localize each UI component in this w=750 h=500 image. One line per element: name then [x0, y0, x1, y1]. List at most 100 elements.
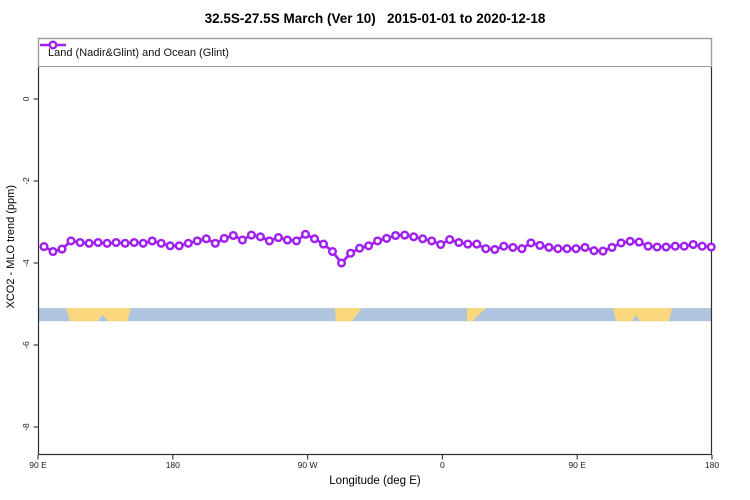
legend: Land (Nadir&Glint) and Ocean (Glint): [38, 38, 712, 67]
data-point-marker: [526, 238, 536, 248]
data-point-marker: [346, 248, 356, 258]
data-point-marker: [156, 238, 166, 248]
data-point-marker: [282, 235, 292, 245]
data-point-marker: [472, 239, 482, 249]
data-point-marker: [291, 236, 302, 246]
data-point-marker: [517, 244, 527, 254]
data-point-marker: [535, 240, 545, 250]
data-point-marker: [436, 239, 446, 250]
data-point-marker: [327, 246, 338, 257]
data-point-marker: [129, 237, 139, 248]
data-point-marker: [562, 244, 572, 254]
legend-series-label: Land (Nadir&Glint) and Ocean (Glint): [48, 46, 229, 59]
data-point-marker: [409, 232, 419, 242]
data-point-marker: [355, 243, 365, 253]
data-point-marker: [102, 238, 112, 248]
data-point-marker: [589, 246, 599, 256]
data-point-marker: [364, 241, 374, 251]
data-point-marker: [508, 242, 518, 252]
data-point-marker: [255, 232, 265, 242]
data-point-marker: [607, 242, 617, 252]
data-point-marker: [373, 236, 383, 246]
data-point-marker: [634, 237, 644, 247]
data-point-marker: [499, 241, 509, 251]
data-point-marker: [490, 244, 500, 255]
data-point-marker: [382, 233, 392, 243]
land-patch: [467, 308, 486, 322]
data-point-marker: [544, 242, 554, 252]
data-point-marker: [138, 238, 148, 248]
data-point-marker: [147, 236, 157, 246]
data-point-marker: [183, 238, 193, 248]
data-point-marker: [165, 241, 175, 251]
data-point-marker: [616, 238, 626, 248]
data-point-marker: [391, 230, 401, 241]
data-point-marker: [192, 236, 202, 246]
data-point-marker: [120, 238, 130, 248]
y-axis-title-wrap: XCO2 - MLO trend (ppm): [2, 38, 20, 455]
data-point-marker: [688, 239, 698, 250]
data-point-marker: [309, 234, 320, 244]
data-point-marker: [625, 236, 635, 246]
data-point-marker: [219, 233, 229, 243]
data-point-marker: [201, 234, 211, 244]
data-point-marker: [670, 241, 680, 251]
data-point-marker: [697, 241, 707, 251]
data-point-marker: [679, 241, 689, 251]
data-point-marker: [264, 236, 274, 246]
ocean-band: [38, 308, 712, 322]
data-point-marker: [246, 230, 256, 240]
data-point-marker: [643, 241, 653, 251]
y-axis-title: XCO2 - MLO trend (ppm): [5, 184, 17, 309]
data-point-marker: [571, 244, 581, 254]
data-point-marker: [228, 230, 238, 241]
x-tick-label: 90 E: [568, 460, 586, 470]
land-patch: [66, 308, 131, 322]
data-point-marker: [57, 244, 67, 254]
data-point-marker: [39, 242, 49, 252]
legend-series-marker-icon: [40, 40, 66, 50]
y-tick-label: -2: [21, 177, 31, 185]
data-point-marker: [400, 230, 410, 240]
data-point-marker: [652, 242, 662, 252]
x-tick-label: 180: [166, 460, 180, 470]
land-patch: [335, 308, 362, 322]
data-point-marker: [336, 258, 347, 268]
data-point-marker: [300, 229, 311, 239]
x-tick-label: 90 W: [298, 460, 318, 470]
data-point-marker: [598, 246, 608, 256]
land-patch: [613, 308, 672, 322]
data-point-marker: [174, 241, 184, 251]
data-point-marker: [463, 239, 473, 249]
x-tick-label: 0: [440, 460, 445, 470]
data-point-marker: [48, 246, 58, 257]
data-point-marker: [481, 244, 491, 254]
data-point-marker: [318, 239, 329, 249]
data-point-marker: [93, 237, 103, 248]
data-point-marker: [580, 242, 590, 252]
x-tick-label: 90 E: [29, 460, 47, 470]
data-point-marker: [210, 238, 220, 248]
data-point-marker: [706, 242, 716, 252]
data-point-marker: [553, 244, 563, 254]
data-point-marker: [111, 237, 121, 248]
data-point-marker: [661, 242, 671, 252]
chart-title: 32.5S-27.5S March (Ver 10) 2015-01-01 to…: [204, 11, 546, 26]
data-point-marker: [75, 237, 85, 248]
data-point-marker: [273, 233, 283, 243]
data-point-marker: [84, 238, 94, 248]
data-point-marker: [427, 236, 437, 246]
data-point-marker: [454, 237, 464, 248]
data-point-marker: [66, 236, 76, 246]
data-point-marker: [237, 235, 247, 245]
y-tick-label: -8: [21, 423, 31, 431]
y-tick-label: -6: [21, 341, 31, 349]
data-point-marker: [418, 234, 428, 244]
x-axis-title: Longitude (deg E): [329, 475, 421, 487]
x-tick-label: 180: [705, 460, 719, 470]
y-tick-label: 0: [21, 96, 31, 101]
data-point-marker: [445, 235, 455, 245]
y-tick-label: -4: [21, 259, 31, 267]
